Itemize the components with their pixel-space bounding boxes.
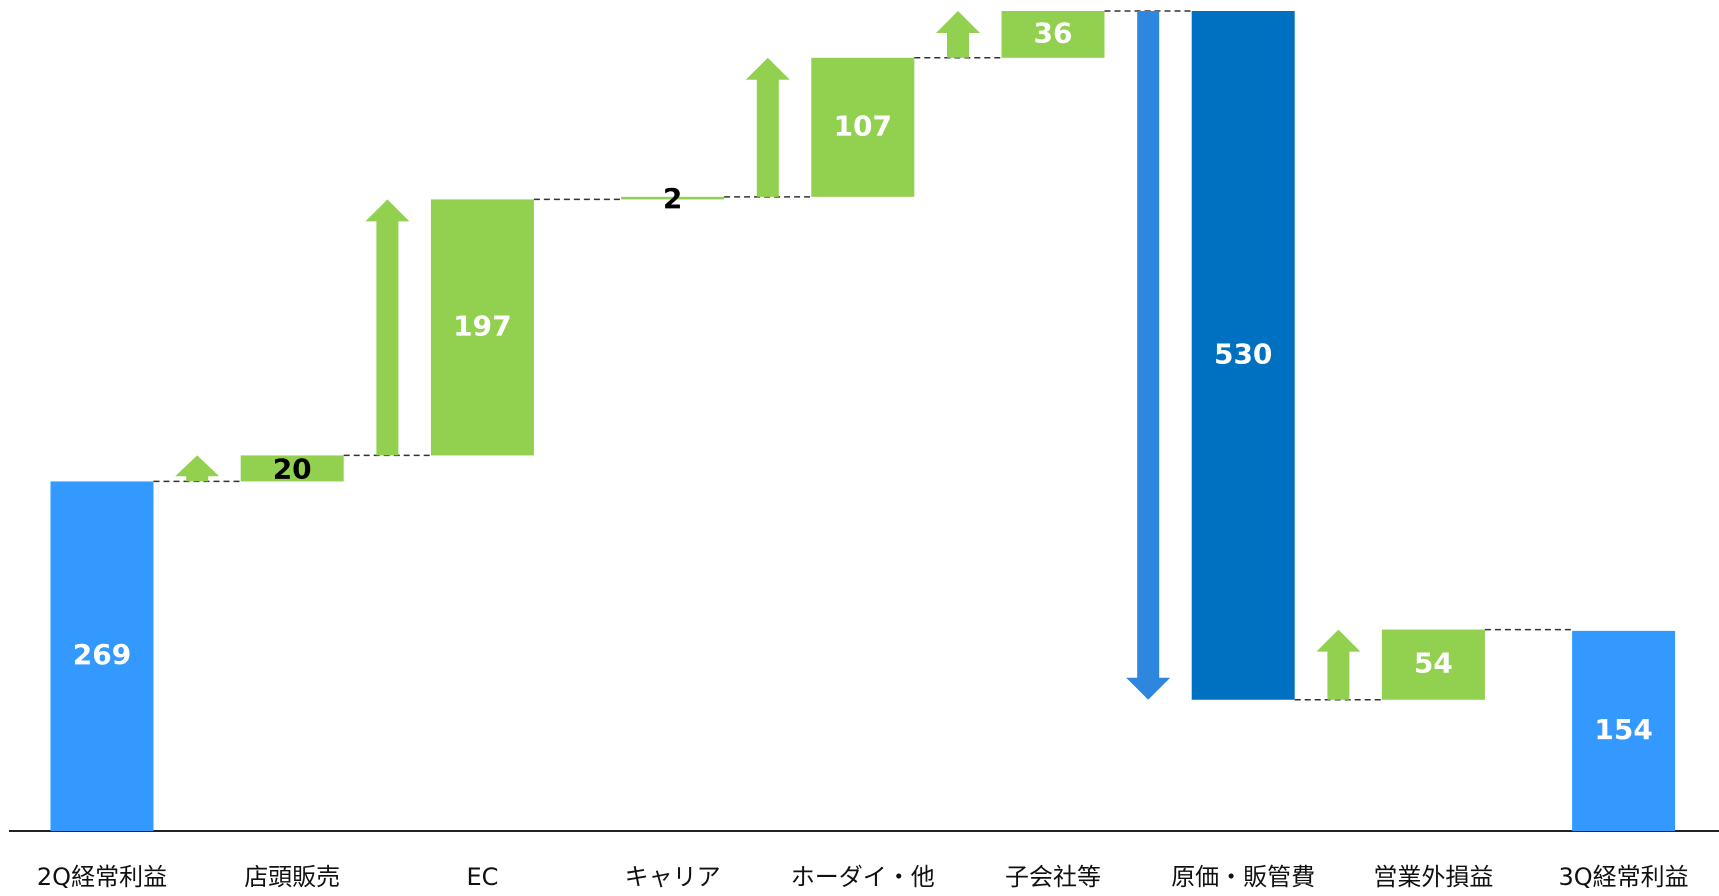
bar (50, 481, 154, 831)
arrow (365, 199, 410, 456)
bar (621, 196, 725, 200)
value-label: 269 (73, 638, 131, 671)
category-label: 原価・販管費 (1171, 863, 1315, 891)
bar (1381, 629, 1485, 700)
arrow (745, 57, 790, 197)
arrow (1316, 629, 1361, 700)
bar (240, 455, 344, 482)
arrow (1126, 11, 1171, 700)
value-label: 54 (1414, 647, 1453, 680)
value-label: 530 (1214, 337, 1272, 370)
category-label: 店頭販売 (244, 863, 340, 891)
value-label: 20 (273, 452, 312, 485)
arrow (936, 11, 980, 58)
category-label: ホーダイ・他 (791, 863, 935, 891)
category-label: 2Q経常利益 (37, 863, 167, 891)
value-label: 107 (834, 109, 892, 142)
value-label: 154 (1594, 713, 1652, 746)
category-label: キャリア (625, 863, 721, 891)
value-label: 197 (453, 309, 511, 342)
bar (811, 57, 915, 197)
bar (430, 199, 534, 456)
bar (1191, 11, 1295, 700)
value-label: 2 (663, 182, 682, 215)
category-label: 営業外損益 (1373, 863, 1493, 891)
category-label: 3Q経常利益 (1559, 863, 1689, 891)
arrow (175, 455, 220, 482)
value-label: 36 (1034, 16, 1073, 49)
category-label: EC (466, 863, 498, 891)
bar (1572, 630, 1676, 831)
bar (1001, 11, 1105, 58)
category-label: 子会社等 (1005, 863, 1101, 891)
